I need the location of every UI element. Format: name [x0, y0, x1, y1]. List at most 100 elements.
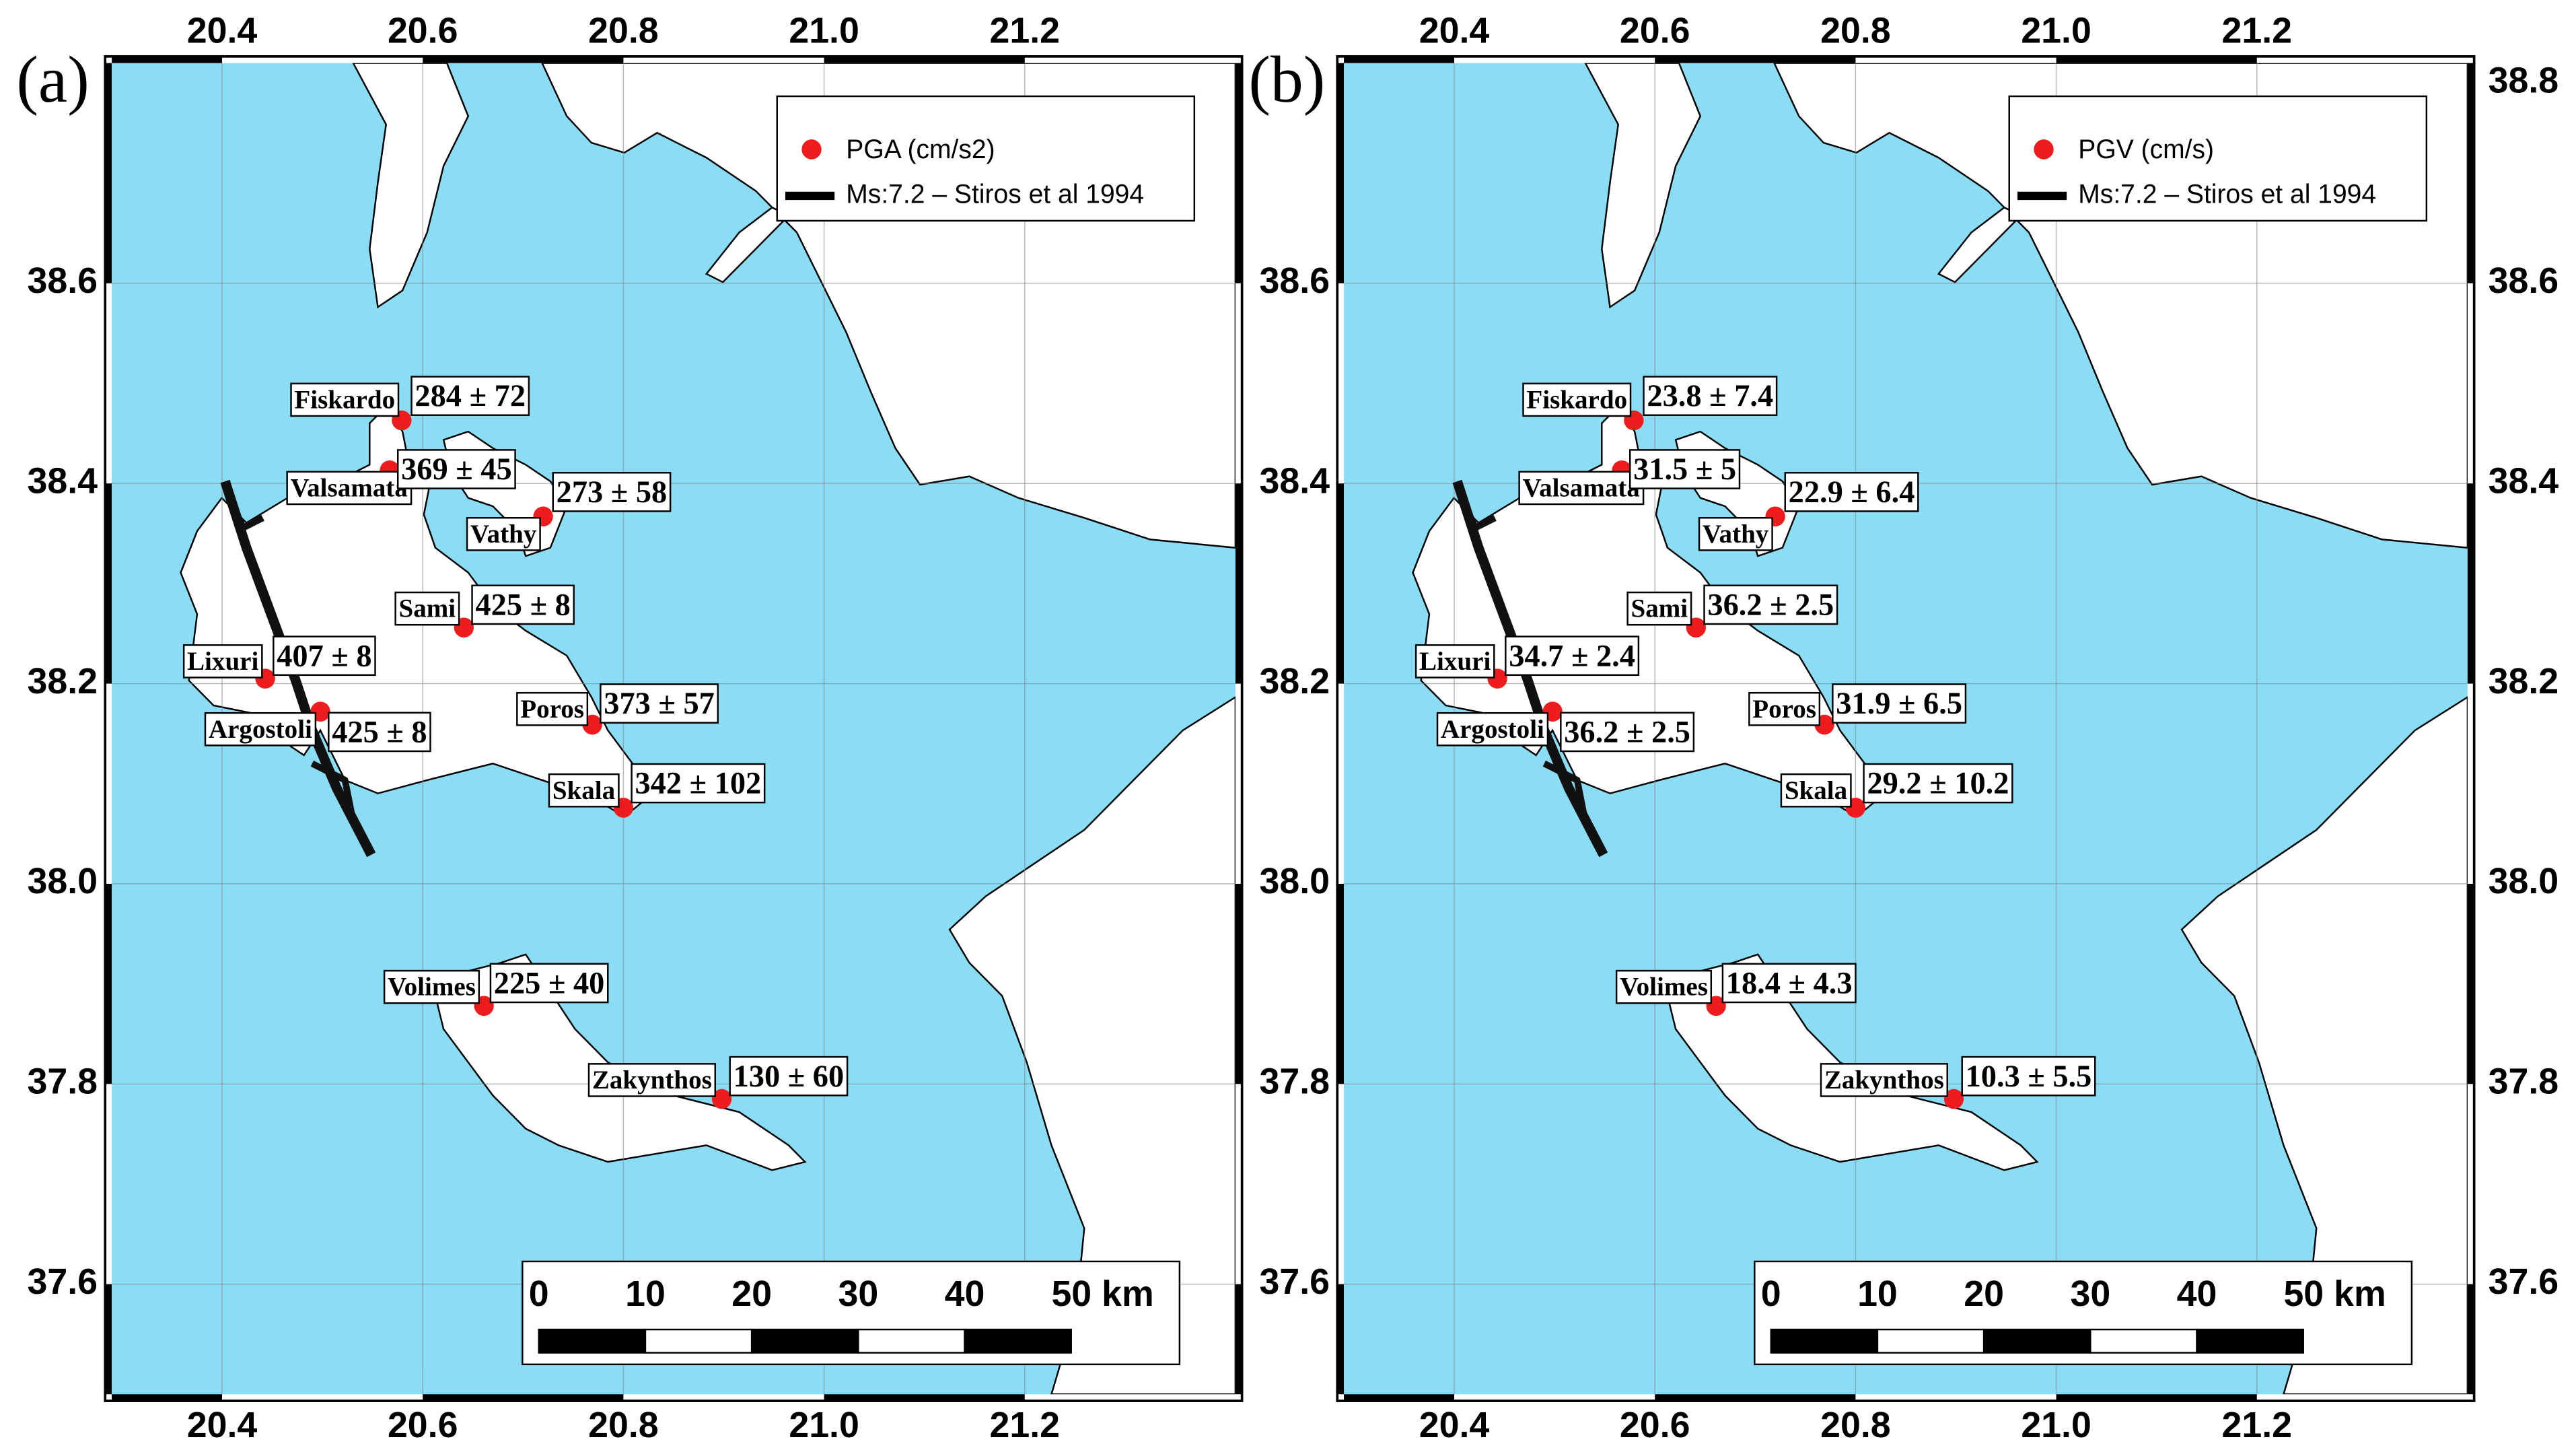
scale-label: 20 — [731, 1274, 772, 1314]
y-tick-label: 38.6 — [1260, 261, 1330, 301]
station-value-box — [1832, 683, 1967, 724]
station-value-box — [1629, 449, 1741, 489]
scale-segment — [857, 1328, 966, 1354]
station-value-box — [489, 963, 609, 1004]
x-tick-label: 20.8 — [1820, 1405, 1891, 1445]
scale-segment — [1982, 1328, 2091, 1354]
station-name-box — [394, 591, 460, 626]
station-value-box — [410, 376, 530, 416]
y-tick-label: 38.2 — [28, 661, 98, 701]
station-name: Vathy — [470, 520, 537, 549]
y-tick-label: 37.8 — [28, 1061, 98, 1101]
scale-label: 30 — [2070, 1274, 2110, 1314]
panel-label: (b) — [1248, 43, 1325, 116]
frame-segment — [1235, 63, 1242, 283]
scale-label: 40 — [945, 1274, 985, 1314]
x-tick-label: 21.0 — [2021, 10, 2091, 50]
station-name-box — [286, 471, 413, 506]
x-tick-label: 20.6 — [388, 10, 458, 50]
y2-tick-label: 38.8 — [2489, 61, 2559, 101]
scale-label: 30 — [838, 1274, 878, 1314]
x-tick-label: 21.0 — [2021, 1405, 2091, 1445]
frame-segment — [1235, 483, 1242, 684]
x-tick-label: 20.6 — [1620, 10, 1690, 50]
scale-segment — [2196, 1328, 2304, 1354]
station-value: 407 ± 8 — [277, 638, 371, 673]
station-value: 34.7 ± 2.4 — [1509, 638, 1635, 673]
y2-tick-label: 38.4 — [2489, 460, 2559, 501]
scale-segment — [2089, 1328, 2198, 1354]
station-name: Volimes — [1620, 973, 1708, 1002]
station-value: 425 ± 8 — [475, 587, 570, 622]
frame-segment — [1655, 56, 1856, 63]
station-value: 29.2 ± 10.2 — [1867, 765, 2009, 800]
y2-tick-label: 38.2 — [2489, 661, 2559, 701]
y2-tick-label: 38.6 — [2489, 261, 2559, 301]
frame-segment — [1337, 483, 1345, 684]
station-name-box — [1780, 773, 1852, 808]
frame-segment — [105, 1284, 112, 1395]
station-value-box — [328, 712, 431, 753]
scale-label: 0 — [1761, 1274, 1781, 1314]
station-name: Sami — [1631, 594, 1688, 623]
scale-label: 20 — [1964, 1274, 2004, 1314]
station-name: Fiskardo — [294, 385, 395, 414]
frame-segment — [2467, 483, 2474, 684]
y-tick-label: 38.6 — [28, 261, 98, 301]
panel-label: (a) — [16, 43, 89, 116]
station-name-box — [204, 712, 317, 747]
y2-tick-label: 38.0 — [2489, 861, 2559, 901]
station-name-box — [1522, 382, 1632, 417]
frame-segment — [1235, 1284, 1242, 1395]
legend-marker — [2034, 139, 2054, 160]
station-value: 18.4 ± 4.3 — [1726, 965, 1853, 1000]
scale-label: 50 km — [2283, 1274, 2386, 1314]
station-name-box — [1415, 644, 1495, 679]
station-value: 31.9 ± 6.5 — [1836, 686, 1962, 721]
station-name: Zakynthos — [1824, 1066, 1944, 1095]
x-tick-label: 20.4 — [1419, 1405, 1490, 1445]
x-tick-label: 21.0 — [789, 10, 859, 50]
x-tick-label: 21.0 — [789, 1405, 859, 1445]
station-value: 284 ± 72 — [415, 378, 526, 413]
station-name: Lixuri — [187, 647, 258, 676]
station-value-box — [1961, 1055, 2096, 1097]
scale-segment — [1770, 1328, 1879, 1354]
station-name: Poros — [1752, 695, 1816, 724]
scale-label: 10 — [625, 1274, 666, 1314]
y-tick-label: 38.0 — [1260, 861, 1330, 901]
y-tick-label: 38.2 — [1260, 661, 1330, 701]
station-value: 369 ± 45 — [401, 452, 512, 487]
station-value: 23.8 ± 7.4 — [1647, 378, 1773, 413]
station-value-box — [273, 635, 376, 677]
station-value: 225 ± 40 — [494, 965, 605, 1000]
station-value: 425 ± 8 — [332, 714, 427, 749]
station-value-box — [1643, 376, 1778, 416]
scale-segment — [1876, 1328, 1985, 1354]
y-tick-label: 37.6 — [28, 1261, 98, 1302]
x-tick-label: 21.2 — [2222, 10, 2293, 50]
station-value-box — [1721, 963, 1857, 1004]
station-name: Vathy — [1703, 520, 1769, 549]
map-panel: 20.4 20.4 20.6 20.6 20.8 20.8 21.0 21.0 21.2 21.2… — [1248, 10, 2559, 1445]
legend-label: Ms:7.2 – Stiros et al 1994 — [846, 179, 1144, 209]
station-name: Sami — [398, 594, 456, 623]
x-tick-label: 20.4 — [187, 1405, 258, 1445]
station-name: Valsamata — [291, 473, 408, 502]
station-name-box — [290, 382, 400, 417]
station-value-box — [1560, 712, 1695, 753]
x-tick-label: 20.6 — [388, 1405, 458, 1445]
frame-segment — [1337, 883, 1345, 1084]
station-name: Argostoli — [209, 715, 312, 744]
frame-segment — [1344, 1394, 1455, 1401]
x-tick-label: 20.4 — [1419, 10, 1490, 50]
frame-segment — [2467, 63, 2474, 283]
station-name: Poros — [520, 695, 584, 724]
x-tick-label: 20.6 — [1620, 1405, 1690, 1445]
station-name: Volimes — [388, 973, 476, 1002]
station-value: 130 ± 60 — [734, 1059, 845, 1094]
station-name-box — [1698, 517, 1773, 551]
x-tick-label: 20.8 — [588, 1405, 659, 1445]
station-value-box — [471, 584, 575, 625]
station-value-box — [1784, 472, 1919, 512]
